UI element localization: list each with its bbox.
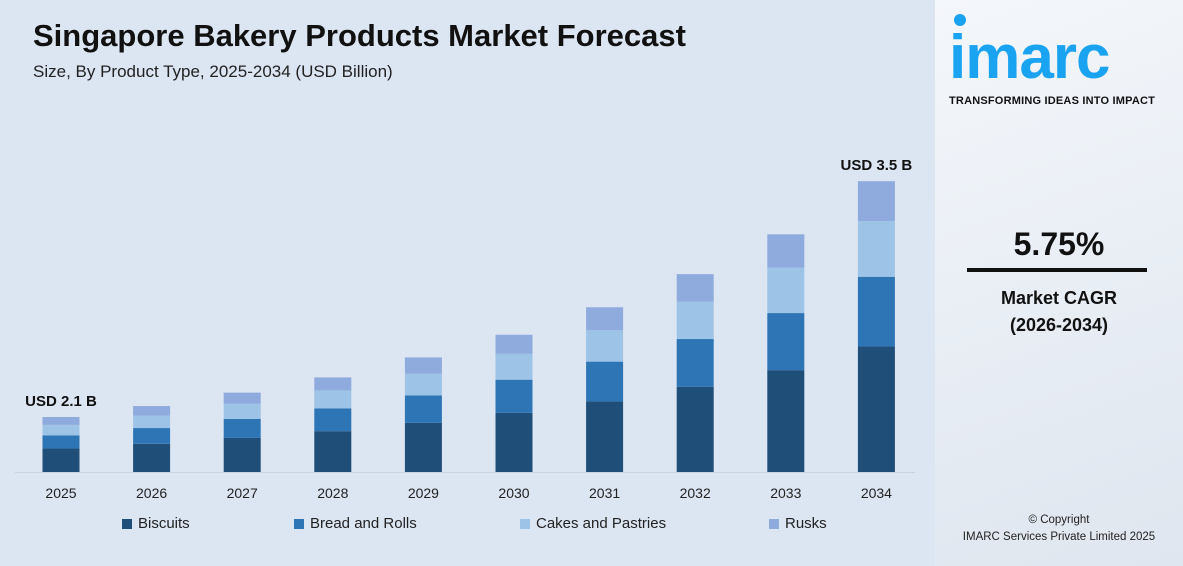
bar-segment-cakes-and-pastries-2034 [857, 221, 895, 277]
x-tick-label: 2032 [680, 485, 711, 501]
bar-segment-biscuits-2026 [133, 443, 171, 472]
legend-label: Bread and Rolls [310, 515, 417, 532]
bar-segment-rusks-2028 [314, 377, 352, 391]
legend-cakes-and-pastries: Cakes and Pastries [520, 515, 666, 532]
bar-segment-cakes-and-pastries-2031 [586, 330, 624, 362]
legend-swatch [520, 518, 530, 529]
bar-segment-bread-and-rolls-2028 [314, 408, 352, 432]
x-tick-label: 2034 [861, 485, 892, 501]
legend-swatch [294, 518, 304, 529]
bar-segment-bread-and-rolls-2027 [223, 418, 261, 438]
bar-segment-bread-and-rolls-2033 [767, 313, 805, 371]
bar-segment-rusks-2030 [495, 334, 533, 354]
legend-label: Rusks [785, 515, 827, 532]
bar-segment-rusks-2031 [586, 307, 624, 331]
bar-segment-cakes-and-pastries-2030 [495, 353, 533, 380]
copyright: © Copyright [1028, 514, 1090, 526]
bar-segment-biscuits-2025 [42, 448, 80, 472]
bar-segment-bread-and-rolls-2034 [857, 276, 895, 347]
bar-segment-bread-and-rolls-2032 [676, 339, 714, 387]
bar-segment-bread-and-rolls-2030 [495, 379, 533, 413]
x-tick-label: 2025 [45, 485, 76, 501]
bar-segment-cakes-and-pastries-2027 [223, 403, 261, 419]
bar-segment-cakes-and-pastries-2032 [676, 301, 714, 340]
x-tick-label: 2027 [227, 485, 258, 501]
bar-segment-cakes-and-pastries-2029 [404, 373, 442, 396]
chart-subtitle: Size, By Product Type, 2025-2034 (USD Bi… [33, 62, 393, 81]
info-panel: imarc TRANSFORMING IDEAS INTO IMPACT 5.7… [935, 0, 1183, 566]
logo-tagline: TRANSFORMING IDEAS INTO IMPACT [949, 95, 1156, 107]
bar-segment-bread-and-rolls-2025 [42, 435, 80, 449]
x-tick-label: 2031 [589, 485, 620, 501]
x-tick-label: 2033 [770, 485, 801, 501]
imarc-logo: imarc [949, 23, 1110, 92]
legend-label: Biscuits [138, 515, 190, 532]
bar-segment-rusks-2029 [404, 357, 442, 374]
bar-segment-rusks-2027 [223, 392, 261, 404]
legend-rusks: Rusks [769, 515, 827, 532]
bar-segment-cakes-and-pastries-2028 [314, 390, 352, 409]
legend-bread-and-rolls: Bread and Rolls [294, 515, 417, 532]
x-tick-label: 2028 [317, 485, 348, 501]
bar-segment-bread-and-rolls-2026 [133, 428, 171, 444]
stacked-bar-chart: 2025 USD 2.1 B 2026 2027 2028 2029 2030 2031 203… [15, 157, 915, 501]
bar-segment-biscuits-2034 [857, 346, 895, 472]
bar-segment-bread-and-rolls-2029 [404, 395, 442, 423]
cagr-label: Market CAGR [1000, 288, 1118, 308]
x-tick-label: 2026 [136, 485, 167, 501]
bar-segment-biscuits-2028 [314, 431, 352, 472]
legend-swatch [769, 518, 779, 529]
bar-segment-rusks-2026 [133, 406, 171, 416]
legend-biscuits: Biscuits [122, 515, 190, 532]
chart-title: Singapore Bakery Products Market Forecas… [33, 18, 686, 53]
bar-segment-biscuits-2033 [767, 370, 805, 472]
legend-label: Cakes and Pastries [536, 515, 667, 532]
bar-segment-cakes-and-pastries-2025 [42, 424, 80, 436]
bar-segment-biscuits-2027 [223, 437, 261, 472]
cagr-value: 5.75% [1013, 226, 1105, 262]
company-name: IMARC Services Private Limited 2025 [962, 531, 1156, 543]
data-label-2025: USD 2.1 B [25, 393, 97, 410]
legend-swatch [122, 518, 132, 529]
bar-segment-biscuits-2029 [404, 422, 442, 472]
bar-segment-rusks-2034 [857, 181, 895, 222]
logo-dot [954, 14, 966, 26]
bar-segment-rusks-2025 [42, 417, 80, 425]
x-tick-label: 2029 [408, 485, 439, 501]
bar-segment-biscuits-2031 [586, 401, 624, 472]
divider [967, 268, 1147, 272]
bar-segment-cakes-and-pastries-2026 [133, 415, 171, 429]
data-label-2034: USD 3.5 B [841, 157, 913, 174]
x-tick-label: 2030 [498, 485, 529, 501]
bar-segment-rusks-2032 [676, 274, 714, 302]
bar-segment-biscuits-2032 [676, 386, 714, 472]
chart-area: Singapore Bakery Products Market Forecas… [15, 18, 915, 532]
cagr-period: (2026-2034) [1009, 315, 1109, 335]
bar-segment-bread-and-rolls-2031 [586, 361, 624, 402]
bar-segment-biscuits-2030 [495, 412, 533, 472]
bar-segment-rusks-2033 [767, 234, 805, 268]
bar-segment-cakes-and-pastries-2033 [767, 267, 805, 314]
